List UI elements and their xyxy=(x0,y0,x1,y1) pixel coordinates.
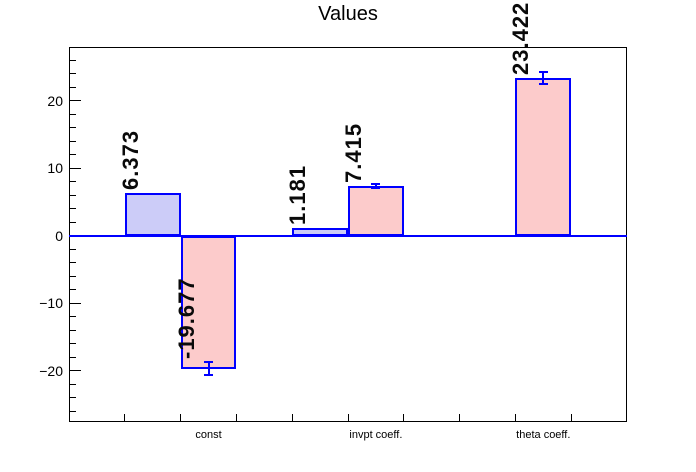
error-bar-cap xyxy=(371,186,381,189)
x-bin-tick xyxy=(235,413,237,421)
x-bin-tick xyxy=(403,413,405,421)
y-minor-tick xyxy=(70,289,76,291)
y-minor-tick xyxy=(70,316,76,318)
y-minor-tick xyxy=(70,275,76,277)
x-bin-tick xyxy=(180,413,182,421)
y-minor-tick xyxy=(70,113,76,115)
chart-title: Values xyxy=(318,3,378,25)
y-minor-tick xyxy=(70,410,76,412)
x-bin-tick xyxy=(124,413,126,421)
error-bar-whisker xyxy=(542,71,545,84)
bar-value-label: 23.422 xyxy=(508,1,534,75)
x-bin-tick xyxy=(347,413,349,421)
y-axis-tick-label: 10 xyxy=(47,160,63,177)
y-major-tick xyxy=(70,302,81,304)
y-minor-tick xyxy=(70,262,76,264)
bar-value-label: -19.677 xyxy=(173,276,199,359)
error-bar-cap xyxy=(538,70,548,73)
y-minor-tick xyxy=(70,356,76,358)
y-minor-tick xyxy=(70,194,76,196)
y-axis-tick-label: 20 xyxy=(47,92,63,109)
bar-value-label: 7.415 xyxy=(340,122,366,183)
x-bin-tick xyxy=(459,413,461,421)
bar-blue xyxy=(292,227,348,236)
error-bar-cap xyxy=(204,360,213,363)
y-major-tick xyxy=(70,100,81,102)
x-axis-bin-label: theta coeff. xyxy=(516,429,571,441)
y-minor-tick xyxy=(70,221,76,223)
error-bar-whisker xyxy=(207,361,210,376)
error-bar-cap xyxy=(371,182,381,185)
y-minor-tick xyxy=(70,59,76,61)
y-minor-tick xyxy=(70,73,76,75)
error-bar-cap xyxy=(538,82,548,85)
x-bin-tick xyxy=(570,413,572,421)
bar-blue xyxy=(124,192,181,236)
error-bar-cap xyxy=(204,374,213,377)
x-bin-tick xyxy=(514,413,516,421)
y-minor-tick xyxy=(70,208,76,210)
y-minor-tick xyxy=(70,86,76,88)
y-minor-tick xyxy=(70,140,76,142)
y-axis-tick-label: −10 xyxy=(39,295,63,312)
zero-line xyxy=(69,234,627,237)
y-major-tick xyxy=(70,167,81,169)
y-minor-tick xyxy=(70,154,76,156)
y-axis-tick-label: −20 xyxy=(39,362,63,379)
y-major-tick xyxy=(70,370,81,372)
bar-value-label: 1.181 xyxy=(285,164,311,225)
bar-pink xyxy=(348,185,404,236)
error-bar-whisker xyxy=(374,183,377,188)
y-minor-tick xyxy=(70,181,76,183)
x-axis-bin-label: invpt coeff. xyxy=(349,429,403,441)
y-minor-tick xyxy=(70,397,76,399)
x-bin-tick xyxy=(291,413,293,421)
y-minor-tick xyxy=(70,383,76,385)
y-minor-tick xyxy=(70,248,76,250)
y-minor-tick xyxy=(70,343,76,345)
bar-pink xyxy=(515,77,572,236)
y-minor-tick xyxy=(70,329,76,331)
x-axis-bin-label: const xyxy=(195,429,222,441)
y-minor-tick xyxy=(70,127,76,129)
plot-frame xyxy=(69,47,627,422)
y-axis-tick-label: 0 xyxy=(55,227,63,244)
bar-value-label: 6.373 xyxy=(117,129,143,190)
